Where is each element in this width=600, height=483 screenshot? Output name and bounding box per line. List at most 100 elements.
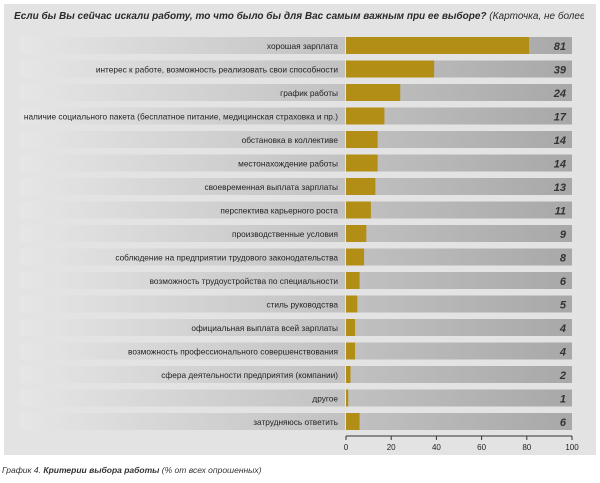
plot-separator [345, 413, 346, 430]
value-label: 4 [559, 323, 566, 335]
value-label: 1 [560, 394, 566, 406]
category-label: возможность профессионального совершенст… [128, 347, 338, 357]
plot-separator [345, 248, 346, 266]
bar-track [20, 248, 572, 266]
plot-separator [345, 201, 346, 219]
question-text: Если бы Вы сейчас искали работу, то что … [14, 11, 487, 22]
plot-separator [345, 131, 346, 148]
bar [346, 131, 378, 148]
category-label: хорошая зарплата [267, 41, 338, 51]
category-label: перспектива карьерного роста [220, 206, 338, 216]
value-label: 2 [559, 370, 566, 382]
x-tick-label: 20 [387, 443, 396, 452]
bar [346, 178, 376, 195]
bar-track [20, 178, 572, 195]
bar-track [20, 107, 572, 125]
bar-track [20, 366, 572, 383]
bar [346, 389, 349, 407]
value-label: 4 [559, 347, 566, 359]
bar-row: график работы 24 [20, 84, 572, 101]
bar-row: обстановка в коллективе 14 [20, 131, 572, 148]
bar-row: возможность профессионального совершенст… [20, 342, 572, 360]
bar-track [20, 131, 572, 148]
bar [346, 272, 360, 289]
value-label: 13 [554, 182, 566, 194]
category-label: затрудняюсь ответить [253, 417, 338, 427]
bar-track [20, 319, 572, 336]
bar-row: возможность трудоустройства по специальн… [20, 272, 572, 289]
bar-track [20, 342, 572, 360]
x-tick-label: 60 [477, 443, 486, 452]
caption-label: График 4. [2, 465, 41, 475]
plot-separator [345, 37, 346, 54]
category-label: соблюдение на предприятии трудового зако… [115, 253, 338, 263]
category-label: стиль руководства [266, 300, 338, 310]
bar [346, 225, 367, 242]
bar-row: стиль руководства 5 [20, 295, 572, 313]
bar-row: официальная выплата всей зарплаты 4 [20, 319, 572, 336]
x-tick-label: 100 [565, 443, 579, 452]
bar [346, 107, 385, 125]
bar [346, 319, 356, 336]
plot-separator [345, 154, 346, 172]
bar-row: соблюдение на предприятии трудового зако… [20, 248, 572, 266]
category-label: производственные условия [232, 229, 338, 239]
caption-title: Критерии выбора работы [43, 465, 160, 475]
category-label: наличие социального пакета (бесплатное п… [24, 112, 338, 122]
question-note: (Карточка, не более трех ответов) [489, 11, 584, 22]
value-label: 14 [554, 135, 566, 147]
bar-row: интерес к работе, возможность реализоват… [20, 60, 572, 78]
bar-track [20, 84, 572, 101]
bar-row: перспектива карьерного роста 11 [20, 201, 572, 219]
x-tick-label: 0 [344, 443, 349, 452]
plot-separator [345, 319, 346, 336]
plot-separator [345, 84, 346, 101]
bar-track [20, 413, 572, 430]
value-label: 6 [560, 276, 567, 288]
bar [346, 295, 358, 313]
bar [346, 201, 371, 219]
chart-caption: График 4. Критерии выбора работы (% от в… [2, 465, 262, 475]
category-label: обстановка в коллективе [242, 135, 339, 145]
plot-separator [345, 107, 346, 125]
category-label: своевременная выплата зарплаты [204, 182, 338, 192]
value-label: 17 [554, 112, 567, 124]
value-label: 39 [554, 65, 567, 77]
bar-track [20, 225, 572, 242]
value-label: 6 [560, 417, 567, 429]
category-label: местонахождение работы [238, 159, 338, 169]
value-label: 11 [555, 206, 566, 218]
bar-row: производственные условия 9 [20, 225, 572, 242]
bar-track [20, 295, 572, 313]
plot-separator [345, 60, 346, 78]
bar-row: другое 1 [20, 389, 572, 407]
plot-separator [345, 178, 346, 195]
plot-separator [345, 295, 346, 313]
bar-track [20, 154, 572, 172]
bar [346, 60, 435, 78]
category-label: другое [312, 394, 338, 404]
plot-separator [345, 366, 346, 383]
bar [346, 248, 365, 266]
plot-separator [345, 272, 346, 289]
category-label: график работы [280, 88, 338, 98]
plot-separator [345, 389, 346, 407]
value-label: 24 [553, 88, 566, 100]
bar [346, 37, 530, 54]
bar-row: сфера деятельности предприятия (компании… [20, 366, 572, 383]
value-label: 9 [560, 229, 567, 241]
bar [346, 84, 401, 101]
category-label: сфера деятельности предприятия (компании… [161, 370, 338, 380]
bar-row: местонахождение работы 14 [20, 154, 572, 172]
bar-row: наличие социального пакета (бесплатное п… [20, 107, 572, 125]
bar-row: своевременная выплата зарплаты 13 [20, 178, 572, 195]
bar-track [20, 201, 572, 219]
category-label: официальная выплата всей зарплаты [191, 323, 338, 333]
bar-row: затрудняюсь ответить 6 [20, 413, 572, 430]
value-label: 8 [560, 253, 567, 265]
bar [346, 413, 360, 430]
bar-track [20, 272, 572, 289]
plot-separator [345, 225, 346, 242]
x-tick-label: 40 [432, 443, 441, 452]
